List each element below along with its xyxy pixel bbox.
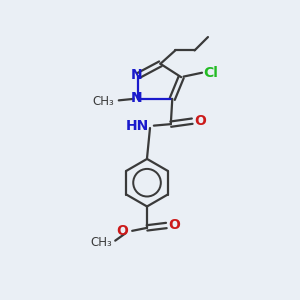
Text: CH₃: CH₃ <box>91 236 112 249</box>
Text: HN: HN <box>126 118 149 133</box>
Text: O: O <box>117 224 129 238</box>
Text: CH₃: CH₃ <box>93 95 114 108</box>
Text: Cl: Cl <box>203 66 218 80</box>
Text: N: N <box>131 68 142 82</box>
Text: N: N <box>131 91 142 105</box>
Text: O: O <box>195 114 206 128</box>
Text: O: O <box>169 218 181 233</box>
